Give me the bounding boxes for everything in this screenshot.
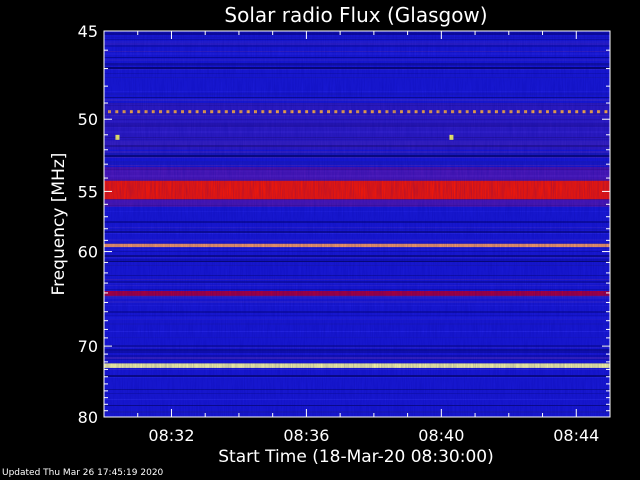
y-tick-labels: 45 50 55 60 70 80 (78, 22, 98, 427)
noise-texture (104, 31, 610, 417)
axis-ticks (104, 30, 610, 418)
y-tick-label: 50 (78, 110, 98, 129)
x-tick-label: 08:40 (418, 426, 464, 445)
chart-title: Solar radio Flux (Glasgow) (224, 3, 487, 27)
y-tick-label: 80 (78, 408, 98, 427)
x-tick-label: 08:36 (283, 426, 329, 445)
y-tick-label: 60 (78, 243, 98, 262)
x-tick-label: 08:44 (553, 426, 599, 445)
x-axis-label: Start Time (18-Mar-20 08:30:00) (218, 447, 493, 467)
x-tick-label: 08:32 (148, 426, 194, 445)
updated-timestamp: Updated Thu Mar 26 17:45:19 2020 (2, 468, 164, 478)
y-tick-label: 55 (78, 182, 98, 201)
x-tick-labels: 08:32 08:36 08:40 08:44 (148, 426, 599, 445)
plot-area (104, 31, 610, 417)
y-tick-label: 45 (78, 22, 98, 41)
plot-frame (103, 30, 611, 418)
y-axis-label: Frequency [MHz] (49, 153, 69, 296)
y-tick-label: 70 (78, 337, 98, 356)
